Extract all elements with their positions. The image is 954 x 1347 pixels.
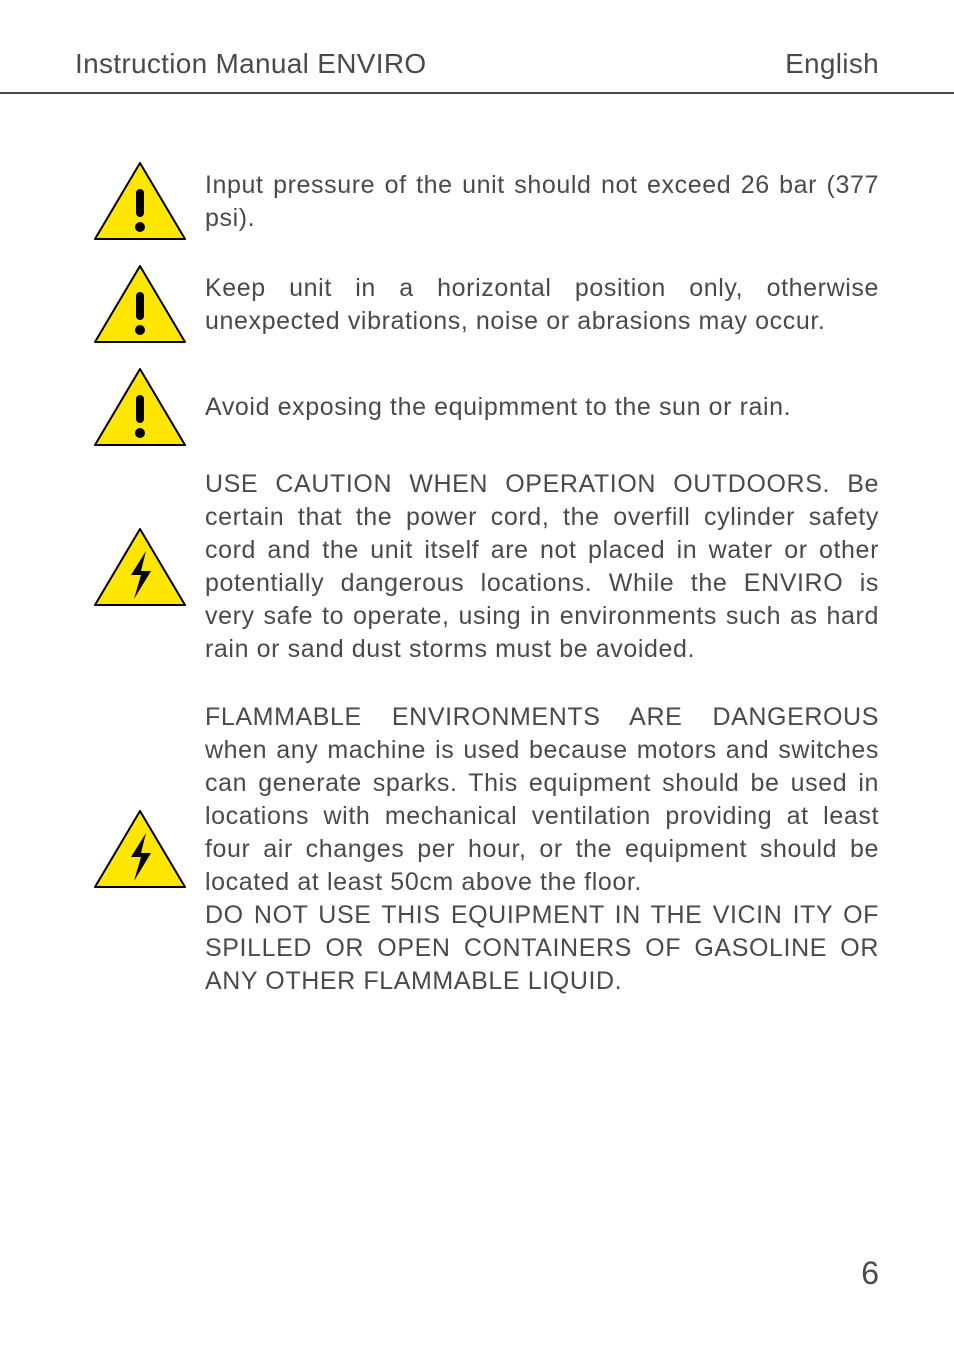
warning-icon-col — [75, 365, 205, 450]
warning-text: FLAMMABLE ENVIRONMENTS ARE DANGEROUS whe… — [205, 701, 879, 998]
warning-exclamation-icon — [91, 365, 189, 450]
warning-exclamation-icon — [91, 262, 189, 347]
manual-title: Instruction Manual ENVIRO — [75, 48, 426, 80]
warning-icon-col — [75, 525, 205, 610]
warning-item: USE CAUTION WHEN OPERATION OUTDOORS. Be … — [75, 468, 879, 666]
warning-text: Keep unit in a horizontal position only,… — [205, 272, 879, 338]
page-header: Instruction Manual ENVIRO English — [0, 0, 954, 94]
warning-icon-col — [75, 262, 205, 347]
warning-text: Input pressure of the unit should not ex… — [205, 169, 879, 235]
warnings-content: Input pressure of the unit should not ex… — [0, 94, 954, 998]
warning-icon-col — [75, 159, 205, 244]
warning-icon-col — [75, 807, 205, 892]
warning-lightning-icon — [91, 807, 189, 892]
warning-item: Keep unit in a horizontal position only,… — [75, 262, 879, 347]
warning-lightning-icon — [91, 525, 189, 610]
language-label: English — [785, 48, 879, 80]
warning-item: Avoid exposing the equipmment to the sun… — [75, 365, 879, 450]
warning-item: FLAMMABLE ENVIRONMENTS ARE DANGEROUS whe… — [75, 701, 879, 998]
warning-text: Avoid exposing the equipmment to the sun… — [205, 391, 879, 424]
warning-text: USE CAUTION WHEN OPERATION OUTDOORS. Be … — [205, 468, 879, 666]
page-number: 6 — [861, 1255, 879, 1292]
warning-exclamation-icon — [91, 159, 189, 244]
warning-item: Input pressure of the unit should not ex… — [75, 159, 879, 244]
